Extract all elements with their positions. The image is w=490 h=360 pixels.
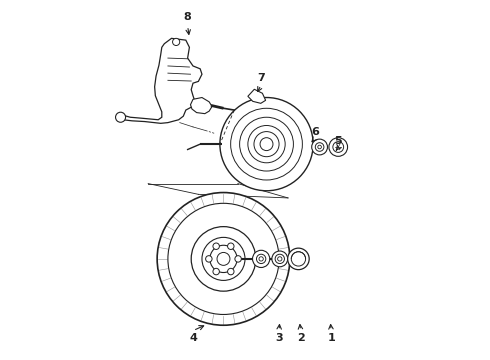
Circle shape (254, 132, 279, 157)
Text: 4: 4 (189, 333, 197, 343)
Circle shape (235, 256, 242, 262)
Circle shape (231, 108, 302, 180)
Circle shape (275, 254, 285, 264)
Text: 2: 2 (297, 333, 304, 343)
Polygon shape (118, 39, 202, 123)
Circle shape (272, 251, 288, 267)
Text: 3: 3 (275, 333, 283, 343)
Polygon shape (248, 89, 266, 103)
Text: 1: 1 (327, 333, 335, 343)
Circle shape (248, 126, 285, 163)
Circle shape (227, 243, 234, 249)
Circle shape (256, 254, 266, 264)
Circle shape (168, 203, 279, 315)
Circle shape (202, 237, 245, 280)
Circle shape (315, 143, 324, 151)
Circle shape (318, 145, 321, 149)
Circle shape (291, 252, 306, 266)
Text: 5: 5 (335, 136, 342, 145)
Text: 7: 7 (257, 73, 265, 83)
Circle shape (213, 268, 220, 275)
Circle shape (116, 112, 125, 122)
Circle shape (227, 268, 234, 275)
Circle shape (288, 248, 309, 270)
Circle shape (172, 39, 180, 45)
Circle shape (213, 243, 220, 249)
Circle shape (206, 256, 212, 262)
Circle shape (217, 252, 230, 265)
Polygon shape (191, 98, 212, 114)
Circle shape (252, 250, 270, 267)
Circle shape (191, 226, 256, 291)
Text: 6: 6 (311, 127, 319, 136)
Text: 8: 8 (184, 12, 192, 22)
Circle shape (157, 193, 290, 325)
Circle shape (329, 138, 347, 156)
Circle shape (312, 139, 327, 155)
Circle shape (240, 117, 294, 171)
Circle shape (260, 138, 273, 150)
Circle shape (333, 141, 343, 152)
Circle shape (278, 257, 282, 261)
Circle shape (259, 257, 263, 261)
Circle shape (220, 98, 313, 191)
Circle shape (210, 245, 237, 273)
